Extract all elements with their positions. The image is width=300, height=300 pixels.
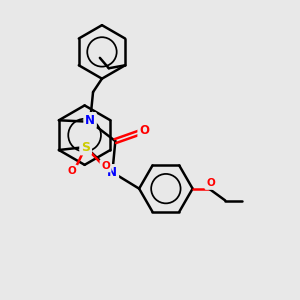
Text: N: N [85,114,95,127]
Text: O: O [68,167,76,176]
Text: S: S [81,140,90,154]
Text: O: O [206,178,215,188]
Text: N: N [107,166,117,179]
Text: O: O [101,161,110,171]
Text: O: O [139,124,149,137]
